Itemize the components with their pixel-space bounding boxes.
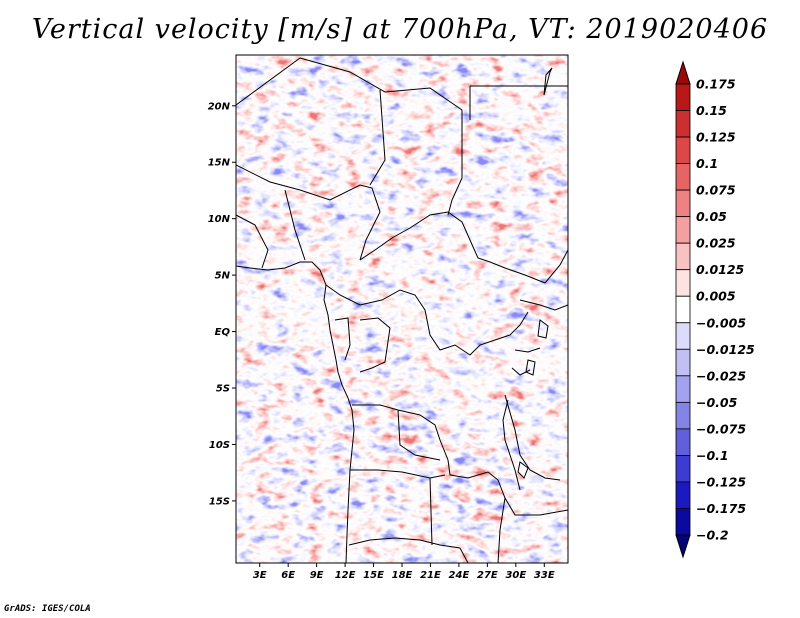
- border-west-africa: [236, 164, 381, 269]
- colorbar-label: 0.1: [696, 156, 718, 171]
- chart-title: Vertical velocity [m/s] at 700hPa, VT: 2…: [31, 14, 769, 45]
- colorbar-swatch: [675, 295, 691, 324]
- colorbar-label: −0.125: [696, 474, 746, 489]
- colorbar-label: 0.05: [696, 209, 727, 224]
- lon-tick-label: 33E: [534, 570, 555, 581]
- lakes: [502, 67, 553, 491]
- colorbar-label: 0.175: [696, 77, 736, 92]
- colorbar-swatch: [675, 481, 691, 509]
- colorbar-label: 0.025: [696, 236, 736, 251]
- border-southern-africa: [348, 404, 568, 563]
- colorbar-label: 0.125: [696, 130, 736, 145]
- lat-tick-label: 15S: [209, 496, 230, 507]
- colorbar: 0.175 0.15 0.125 0.1 0.075 0.05 0.025 0.0125 0.0…: [675, 60, 755, 559]
- vertical-velocity-field: [236, 55, 568, 563]
- colorbar-swatch: [675, 348, 691, 377]
- lat-tick-label: 10S: [209, 440, 230, 451]
- border-central-africa: [359, 211, 568, 284]
- colorbar-swatch: [675, 216, 691, 244]
- colorbar-swatch: [675, 83, 691, 111]
- colorbar-swatch: [675, 455, 691, 483]
- colorbar-label: −0.005: [696, 315, 746, 330]
- lat-tick-label: 20N: [208, 101, 231, 112]
- lon-tick-label: 15E: [363, 570, 384, 581]
- colorbar-label: −0.0125: [696, 342, 755, 357]
- lon-tick-label: 21E: [420, 570, 441, 581]
- lon-tick-label: 3E: [253, 570, 267, 581]
- colorbar-swatch: [675, 242, 691, 271]
- lat-tick-label: EQ: [215, 327, 231, 338]
- lat-tick-label: 15N: [208, 158, 231, 169]
- lon-tick-label: 27E: [477, 570, 498, 581]
- lon-tick-label: 6E: [281, 570, 295, 581]
- lat-tick-label: 10N: [208, 214, 231, 225]
- colorbar-swatch: [675, 322, 691, 350]
- border-congo: [325, 284, 529, 373]
- colorbar-swatch: [675, 163, 691, 191]
- colorbar-swatch: [675, 189, 691, 218]
- colorbar-label: 0.15: [696, 103, 727, 118]
- colorbar-swatch: [675, 508, 691, 536]
- colorbar-top-arrow: [675, 60, 691, 85]
- lon-tick-label: 9E: [310, 570, 324, 581]
- colorbar-swatch: [675, 269, 691, 297]
- longitude-axis: 3E 6E 9E 12E 15E 18E 21E 24E 27E 30E 33E: [253, 563, 555, 581]
- colorbar-swatch: [675, 428, 691, 456]
- colorbar-swatch: [675, 110, 691, 138]
- colorbar-swatch: [675, 375, 691, 403]
- coastline: [236, 261, 355, 563]
- lat-tick-label: 5S: [216, 384, 230, 395]
- latitude-axis: 20N 15N 10N 5N EQ 5S 10S 15S: [208, 101, 236, 507]
- lon-tick-label: 12E: [335, 570, 356, 581]
- colorbar-label: −0.2: [696, 528, 729, 543]
- colorbar-label: 0.075: [696, 183, 736, 198]
- colorbar-label: −0.075: [696, 421, 746, 436]
- colorbar-label: 0.0125: [696, 262, 745, 277]
- lon-tick-label: 24E: [449, 570, 470, 581]
- colorbar-swatch: [675, 136, 691, 164]
- colorbar-swatch: [675, 401, 691, 430]
- boundaries: [236, 57, 568, 563]
- colorbar-label: −0.175: [696, 501, 746, 516]
- colorbar-bottom-arrow: [675, 534, 691, 559]
- border-sahara: [236, 57, 463, 216]
- colorbar-label: 0.005: [696, 289, 736, 304]
- lon-tick-label: 30E: [505, 570, 526, 581]
- map-panel: 20N 15N 10N 5N EQ 5S 10S 15S 3E 6E 9E 12E 15E 18E 21E…: [208, 54, 569, 581]
- colorbar-label: −0.05: [696, 395, 738, 410]
- grads-credit: GrADS: IGES/COLA: [4, 604, 91, 614]
- colorbar-label: −0.1: [696, 448, 729, 463]
- lat-tick-label: 5N: [215, 271, 231, 282]
- lon-tick-label: 18E: [392, 570, 413, 581]
- border-east-africa: [469, 85, 568, 481]
- colorbar-label: −0.025: [696, 368, 746, 383]
